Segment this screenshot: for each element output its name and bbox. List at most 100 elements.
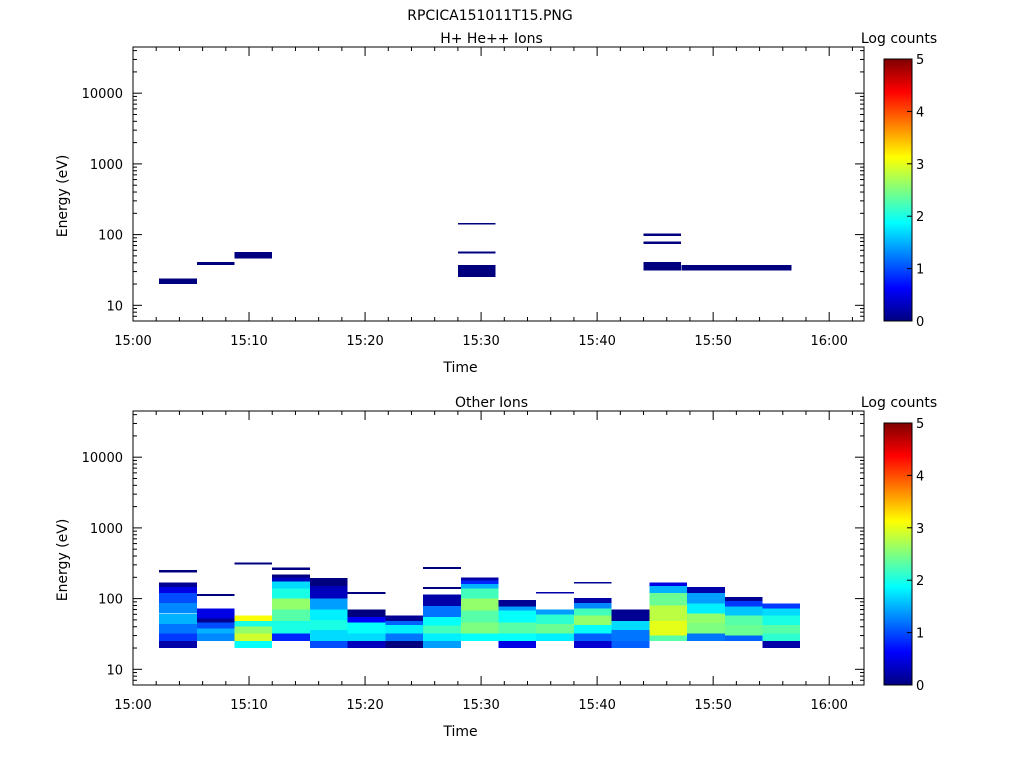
- spectrogram-cell: [234, 626, 273, 634]
- plot-frame: [132, 46, 865, 322]
- x-axis: 15:00 15:10 15:20 15:30 15:40 15:50 16:00 Time: [114, 47, 853, 376]
- spectrogram-cell: [272, 588, 310, 599]
- spectrogram-cell: [536, 614, 574, 624]
- spectrogram-cell: [573, 615, 612, 626]
- colorbar-label: Log counts: [861, 31, 937, 47]
- spectrogram-cell: [536, 623, 574, 634]
- spectrogram-cell: [385, 615, 424, 622]
- spectrogram-cell: [423, 625, 461, 634]
- y-axis: 10 100 1000 10000 Energy (eV): [55, 414, 864, 686]
- y-tick-label: 100: [98, 593, 123, 608]
- spectrogram-cell: [460, 622, 499, 634]
- spectrogram-cell: [536, 633, 574, 642]
- spectrogram-cell: [272, 633, 310, 642]
- spectrogram-cell: [573, 598, 612, 604]
- spectrogram-cell: [460, 598, 499, 611]
- spectrogram-cell: [498, 606, 537, 611]
- colorbar-tick-label: 5: [916, 53, 924, 68]
- y-tick-label: 1000: [90, 158, 123, 173]
- x-tick-label: 15:50: [694, 334, 731, 349]
- spectrogram-cell: [460, 580, 499, 585]
- spectrogram-cell: [272, 621, 310, 634]
- x-tick-label: 15:30: [462, 334, 499, 349]
- plot-frame: [132, 410, 865, 686]
- spectrogram-cell: [457, 265, 496, 278]
- x-tick-label: 16:00: [810, 698, 847, 713]
- spectrogram-cell: [611, 630, 650, 642]
- spectrogram-cell: [460, 577, 499, 581]
- spectrogram-cell: [724, 625, 763, 636]
- spectrogram-cell: [762, 641, 801, 649]
- colorbar-tick-label: 2: [916, 210, 924, 225]
- spectrogram-cell: [385, 625, 424, 634]
- y-tick-label: 100: [98, 229, 123, 244]
- spectrogram-cell: [573, 582, 612, 584]
- y-axis-label: Energy (eV): [55, 519, 71, 602]
- y-tick-label: 10: [106, 663, 123, 678]
- x-tick-label: 15:20: [346, 698, 383, 713]
- spectrogram-cell: [347, 622, 386, 634]
- spectrogram-cell: [234, 621, 273, 627]
- spectrogram-cell: [309, 619, 348, 630]
- spectrogram-cell: [643, 233, 682, 236]
- panel-title: Other Ions: [455, 395, 528, 411]
- spectrogram-cell: [762, 633, 801, 642]
- colorbar-gradient: [883, 58, 913, 322]
- y-tick-label: 10: [106, 299, 123, 314]
- colorbar-tick-label: 3: [916, 522, 924, 537]
- x-tick-label: 15:00: [114, 698, 151, 713]
- spectrogram-cell: [423, 633, 461, 642]
- spectrogram-cell: [681, 265, 792, 271]
- spectrogram-cell: [457, 251, 496, 254]
- spectrogram-cell: [234, 633, 273, 642]
- colorbar-tick-label: 4: [916, 105, 924, 120]
- spectrogram-cell: [309, 609, 348, 620]
- spectrogram-cell: [687, 603, 725, 614]
- spectrogram-cell: [385, 641, 424, 649]
- x-tick-label: 15:30: [462, 698, 499, 713]
- spectrogram-cell: [159, 593, 197, 604]
- panel-bottom: 15:00 15:10 15:20 15:30 15:40 15:50 16:00Time1…: [55, 395, 937, 740]
- spectrogram-cell: [272, 567, 310, 570]
- x-tick-label: 15:10: [230, 334, 267, 349]
- spectrogram-cell: [643, 262, 682, 271]
- spectrogram-cell: [573, 641, 612, 649]
- spectrogram-cell: [573, 633, 612, 642]
- panel-top: 15:00 15:10 15:20 15:30 15:40 15:50 16:00Time1…: [55, 31, 937, 376]
- spectrogram-cell: [196, 618, 235, 623]
- y-tick-label: 10000: [82, 87, 123, 102]
- spectrogram-cell: [423, 567, 461, 569]
- colorbar-tick-label: 0: [916, 679, 924, 694]
- spectrogram-cell: [385, 621, 424, 626]
- spectrogram-cell: [159, 623, 197, 634]
- colorbar: 0 1 2 3 4 5 Log counts: [861, 31, 937, 330]
- spectrogram-cell: [347, 592, 386, 594]
- spectrogram-cell: [457, 223, 496, 225]
- spectrogram-cell: [724, 601, 763, 607]
- colorbar-tick-label: 4: [916, 469, 924, 484]
- colorbar-tick-label: 5: [916, 417, 924, 432]
- spectrogram-cell: [460, 610, 499, 623]
- spectrogram-cell: [159, 603, 197, 614]
- spectrogram-cell: [234, 251, 273, 259]
- spectrogram-cell: [687, 623, 725, 634]
- spectrogram-cell: [649, 582, 687, 587]
- spectrogram-cell: [643, 241, 682, 244]
- spectrogram-cell: [159, 641, 197, 649]
- figure-title: RPCICA151011T15.PNG: [407, 8, 572, 24]
- spectrogram-cell: [611, 641, 650, 649]
- spectrogram-cells: [159, 562, 801, 649]
- spectrogram-cell: [724, 597, 763, 602]
- spectrogram-cell: [649, 586, 687, 594]
- spectrogram-cell: [272, 577, 310, 582]
- spectrogram-cell: [724, 615, 763, 626]
- colorbar-tick-label: 3: [916, 158, 924, 173]
- spectrogram-cell: [687, 593, 725, 604]
- colorbar-tick-label: 2: [916, 574, 924, 589]
- spectrogram-cell: [159, 633, 197, 642]
- spectrogram-cell: [460, 633, 499, 642]
- spectrogram-cell: [762, 608, 801, 616]
- spectrogram-cell: [762, 625, 801, 634]
- y-tick-label: 10000: [82, 451, 123, 466]
